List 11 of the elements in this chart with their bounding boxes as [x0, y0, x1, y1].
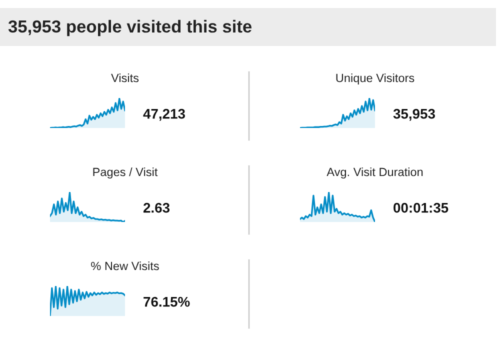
chart-title: Unique Visitors — [336, 74, 414, 85]
chart-title: Visits — [111, 74, 139, 82]
chart-title: % New Visits — [91, 261, 159, 270]
text: 47,213 — [143, 108, 185, 121]
text: 76.15% — [144, 296, 190, 307]
text: 2.63 — [143, 202, 170, 213]
chart-title: Avg. Visit Duration — [326, 168, 423, 179]
text: 00:01:35 — [394, 202, 448, 213]
text: 35,953 people visited this site — [8, 20, 252, 36]
text: 35,953 — [393, 108, 435, 121]
chart-title: Pages / Visit — [93, 168, 158, 179]
